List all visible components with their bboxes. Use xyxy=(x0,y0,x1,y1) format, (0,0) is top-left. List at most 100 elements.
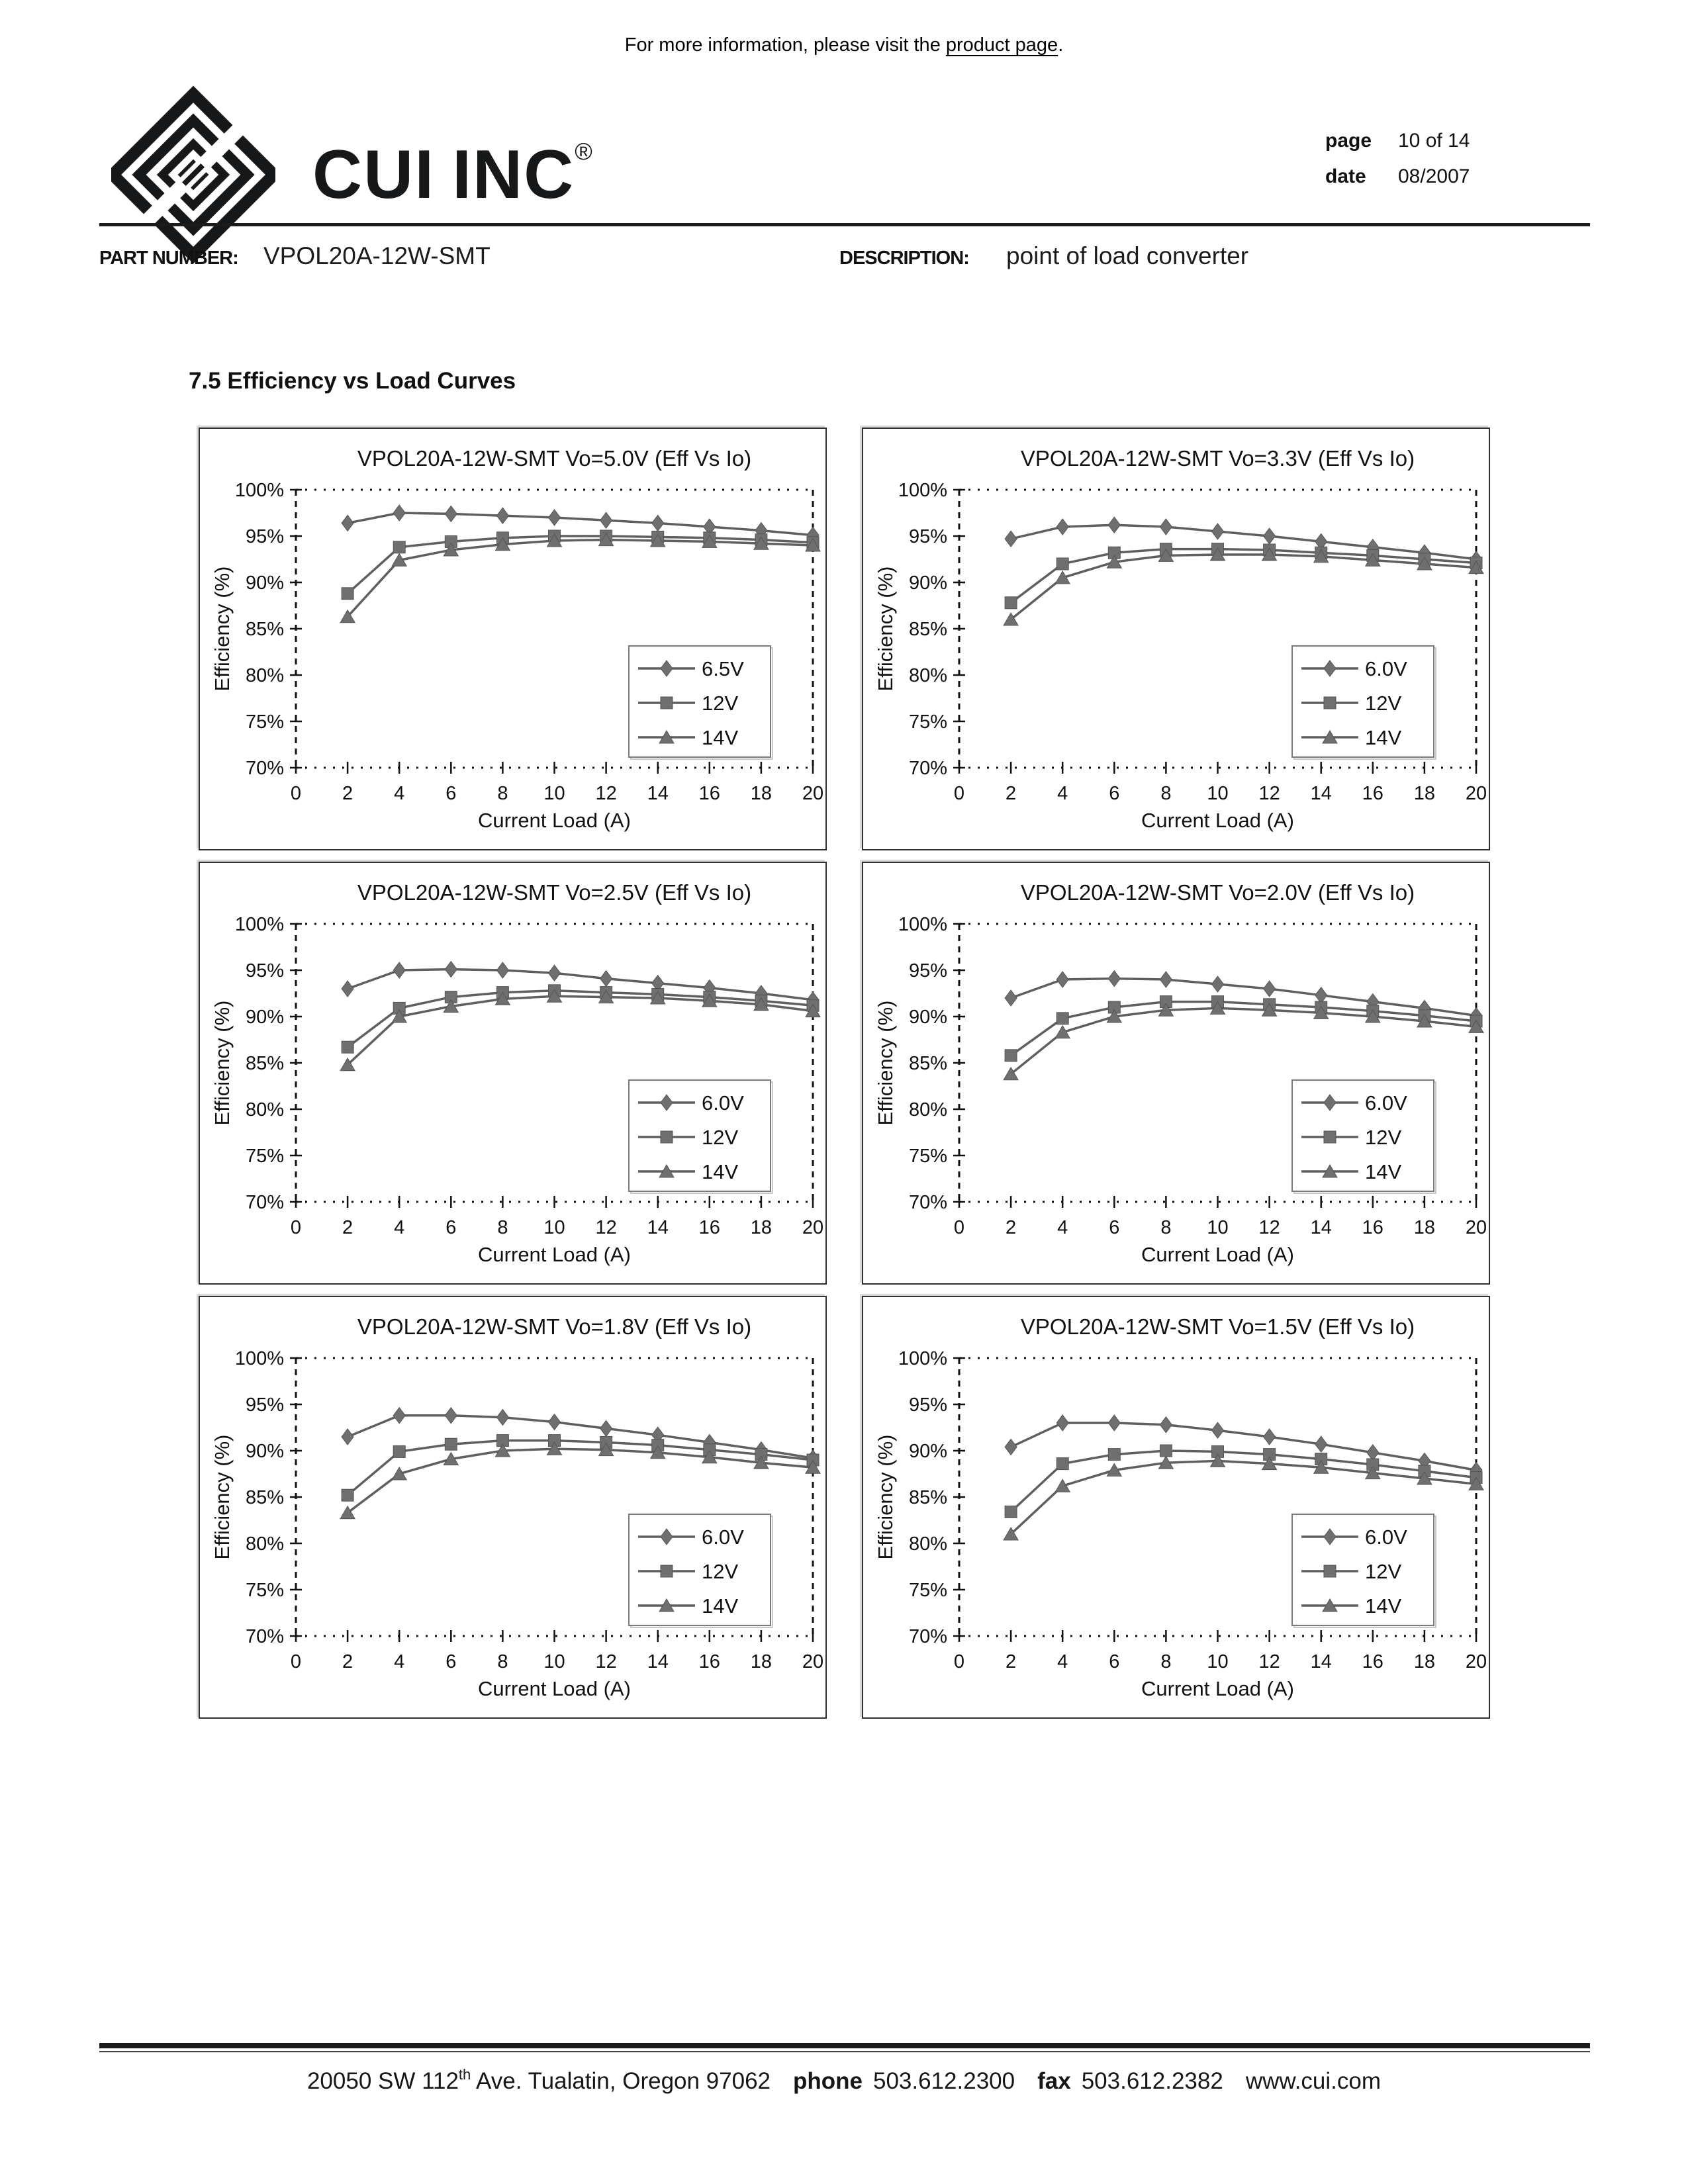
y-tick-label: 100% xyxy=(235,914,284,935)
x-tick-label: 8 xyxy=(497,1651,508,1672)
x-tick-label: 8 xyxy=(1160,783,1171,804)
x-tick-label: 16 xyxy=(1362,1217,1383,1238)
y-tick-label: 85% xyxy=(246,1053,284,1074)
footer-contact-line: 20050 SW 112th Ave. Tualatin, Oregon 970… xyxy=(0,2066,1688,2095)
y-axis-title: Efficiency (%) xyxy=(874,1001,897,1126)
chart-vo-1-5: VPOL20A-12W-SMT Vo=1.5V (Eff Vs Io) Effic… xyxy=(862,1296,1490,1719)
y-tick-label: 100% xyxy=(898,480,947,501)
x-tick-label: 14 xyxy=(647,1651,669,1672)
chart-vo-1-8: VPOL20A-12W-SMT Vo=1.8V (Eff Vs Io) Effic… xyxy=(199,1296,827,1719)
x-tick-label: 8 xyxy=(1160,1217,1171,1238)
y-axis-title: Efficiency (%) xyxy=(874,1435,897,1560)
logo-text-inc: INC xyxy=(452,136,575,213)
y-tick-label: 75% xyxy=(246,711,284,733)
legend-label: 14V xyxy=(1365,726,1401,749)
legend-label: 6.0V xyxy=(1365,657,1407,680)
x-tick-label: 14 xyxy=(1311,1217,1332,1238)
chart-title: VPOL20A-12W-SMT Vo=1.8V (Eff Vs Io) xyxy=(357,1314,751,1339)
x-tick-label: 0 xyxy=(291,1651,301,1672)
x-tick-label: 4 xyxy=(1057,783,1068,804)
x-tick-label: 6 xyxy=(1109,1651,1119,1672)
x-tick-label: 10 xyxy=(1207,1651,1228,1672)
x-tick-label: 10 xyxy=(543,783,565,804)
legend-label: 14V xyxy=(1365,1160,1401,1183)
header-divider xyxy=(99,223,1590,226)
top-note-prefix: For more information, please visit the xyxy=(624,34,946,56)
product-page-link[interactable]: product page xyxy=(945,34,1058,56)
chart-title: VPOL20A-12W-SMT Vo=2.5V (Eff Vs Io) xyxy=(357,880,751,905)
x-tick-label: 16 xyxy=(699,1651,720,1672)
part-number-value: VPOL20A-12W-SMT xyxy=(263,242,491,269)
x-tick-label: 16 xyxy=(1362,1651,1383,1672)
x-tick-label: 20 xyxy=(802,1217,823,1238)
x-tick-label: 0 xyxy=(954,1651,964,1672)
chart-title: VPOL20A-12W-SMT Vo=1.5V (Eff Vs Io) xyxy=(1021,1314,1415,1339)
x-tick-label: 4 xyxy=(1057,1651,1068,1672)
legend-label: 14V xyxy=(702,1160,738,1183)
legend-label: 14V xyxy=(1365,1594,1401,1617)
x-tick-label: 8 xyxy=(497,1217,508,1238)
part-row: PART NUMBER: VPOL20A-12W-SMT DESCRIPTION… xyxy=(0,238,1688,278)
legend-label: 14V xyxy=(702,726,738,749)
legend-label: 12V xyxy=(1365,1126,1401,1149)
x-tick-label: 18 xyxy=(751,783,772,804)
part-number-label: PART NUMBER: xyxy=(99,248,239,269)
chart-vo-2-0: VPOL20A-12W-SMT Vo=2.0V (Eff Vs Io) Effic… xyxy=(862,862,1490,1285)
y-tick-label: 95% xyxy=(909,1394,947,1416)
x-tick-label: 10 xyxy=(543,1217,565,1238)
footer-website: www.cui.com xyxy=(1245,2068,1382,2094)
series-line-6.0V xyxy=(1010,523,1477,561)
x-tick-label: 0 xyxy=(954,783,964,804)
footer-phone-value: 503.612.2300 xyxy=(873,2068,1015,2094)
registered-mark: ® xyxy=(575,137,594,165)
footer-fax-label: fax xyxy=(1037,2068,1071,2094)
legend-label: 12V xyxy=(702,692,738,715)
date-value: 08/2007 xyxy=(1398,165,1470,187)
x-tick-label: 16 xyxy=(699,783,720,804)
y-tick-label: 70% xyxy=(909,1626,947,1647)
y-tick-label: 90% xyxy=(246,1007,284,1028)
x-tick-label: 10 xyxy=(1207,1217,1228,1238)
y-tick-label: 85% xyxy=(909,619,947,640)
x-tick-label: 6 xyxy=(1109,783,1119,804)
x-tick-label: 2 xyxy=(342,783,353,804)
legend-label: 12V xyxy=(702,1560,738,1583)
x-tick-label: 12 xyxy=(595,1217,616,1238)
y-tick-label: 70% xyxy=(246,1192,284,1213)
legend-box xyxy=(1291,645,1434,758)
x-tick-label: 8 xyxy=(497,783,508,804)
legend-label: 12V xyxy=(1365,692,1401,715)
series-line-12V xyxy=(1010,1000,1477,1057)
y-tick-label: 75% xyxy=(246,1580,284,1601)
x-tick-label: 0 xyxy=(954,1217,964,1238)
x-tick-label: 8 xyxy=(1160,1651,1171,1672)
y-tick-label: 75% xyxy=(909,1580,947,1601)
y-tick-label: 70% xyxy=(246,758,284,779)
efficiency-chart-svg: VPOL20A-12W-SMT Vo=3.3V (Eff Vs Io) Effic… xyxy=(874,446,1487,832)
series-line-14V xyxy=(346,995,814,1066)
y-tick-label: 75% xyxy=(246,1146,284,1167)
y-tick-label: 90% xyxy=(909,1441,947,1462)
efficiency-chart-svg: VPOL20A-12W-SMT Vo=1.8V (Eff Vs Io) Effic… xyxy=(211,1314,823,1700)
y-axis-title: Efficiency (%) xyxy=(211,567,234,692)
legend-label: 6.0V xyxy=(1365,1525,1407,1549)
y-tick-label: 100% xyxy=(898,914,947,935)
x-tick-label: 0 xyxy=(291,783,301,804)
series-line-12V xyxy=(346,535,814,595)
description-label: DESCRIPTION: xyxy=(839,248,970,269)
legend-label: 12V xyxy=(702,1126,738,1149)
x-tick-label: 20 xyxy=(802,783,823,804)
x-tick-label: 12 xyxy=(595,1651,616,1672)
y-tick-label: 85% xyxy=(246,619,284,640)
x-tick-label: 12 xyxy=(1258,1651,1280,1672)
x-tick-label: 10 xyxy=(1207,783,1228,804)
chart-vo-3-3: VPOL20A-12W-SMT Vo=3.3V (Eff Vs Io) Effic… xyxy=(862,428,1490,850)
series-line-12V xyxy=(347,989,814,1048)
y-tick-label: 95% xyxy=(246,960,284,981)
date-label: date xyxy=(1325,165,1366,187)
y-tick-label: 70% xyxy=(909,1192,947,1213)
x-tick-label: 2 xyxy=(342,1217,353,1238)
x-axis-title: Current Load (A) xyxy=(1141,1243,1294,1266)
x-tick-label: 20 xyxy=(1466,1651,1487,1672)
y-tick-label: 100% xyxy=(898,1348,947,1369)
